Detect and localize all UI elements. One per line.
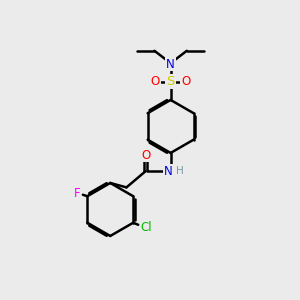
Text: S: S [167,75,175,88]
Text: O: O [141,148,150,161]
Text: N: N [166,58,175,70]
Text: N: N [164,165,172,178]
Text: F: F [74,187,80,200]
Text: H: H [176,166,183,176]
Text: O: O [181,75,190,88]
Text: O: O [151,75,160,88]
Text: Cl: Cl [141,220,152,234]
